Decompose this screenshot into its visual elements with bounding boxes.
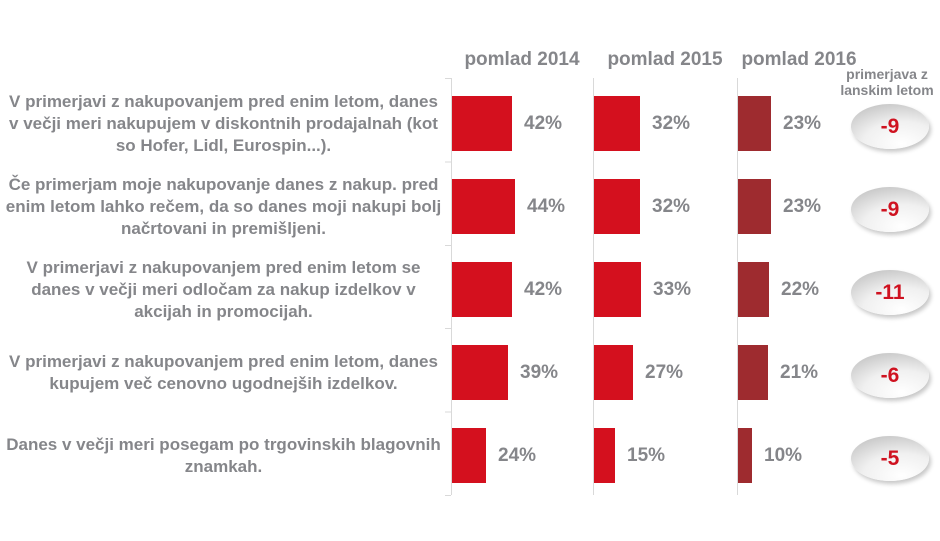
axis-line-2014 [451, 78, 452, 495]
chart-row: V primerjavi z nakupovanjem pred enim le… [0, 331, 940, 414]
bar-2014 [452, 179, 515, 234]
bar-value-label-2016: 23% [783, 196, 822, 217]
comparison-header-line1: primerjava z [846, 66, 928, 82]
bar-value-label-2014: 42% [524, 113, 563, 134]
axis-line-2016 [737, 78, 738, 495]
bar-2016 [738, 96, 771, 151]
bar-value-label-2014: 42% [524, 279, 563, 300]
change-value: -11 [875, 280, 905, 304]
bar-2015 [594, 262, 641, 317]
bar-2015 [594, 96, 640, 151]
axis-line-2015 [593, 78, 594, 495]
bar-2016 [738, 262, 769, 317]
bar-2014 [452, 96, 512, 151]
change-badge: -11 [851, 270, 929, 315]
change-badge: -5 [851, 436, 929, 481]
bar-value-label-2014: 24% [498, 445, 537, 466]
statement-text: Če primerjam moje nakupovanje danes z na… [5, 174, 442, 238]
chart-row: V primerjavi z nakupovanjem pred enim le… [0, 82, 940, 165]
column-header-pomlad-2014: pomlad 2014 [464, 49, 580, 70]
change-badge: -9 [851, 104, 929, 149]
change-badge: -9 [851, 187, 929, 232]
bar-2015 [594, 428, 615, 483]
bar-value-label-2014: 39% [520, 362, 559, 383]
change-value: -9 [880, 197, 900, 221]
bar-value-label-2016: 22% [781, 279, 820, 300]
chart-row: Danes v večji meri posegam po trgovinski… [0, 414, 940, 497]
statement-text: V primerjavi z nakupovanjem pred enim le… [9, 91, 438, 155]
change-value: -5 [880, 446, 900, 470]
bar-value-label-2015: 27% [645, 362, 684, 383]
bar-value-label-2016: 10% [764, 445, 803, 466]
bar-2015 [594, 345, 633, 400]
change-value: -6 [880, 363, 900, 387]
bar-2016 [738, 345, 768, 400]
statement-text: V primerjavi z nakupovanjem pred enim le… [26, 257, 421, 321]
bar-2014 [452, 262, 512, 317]
bar-2016 [738, 179, 771, 234]
change-value: -9 [880, 114, 900, 138]
change-badge: -6 [851, 353, 929, 398]
axis-ticks-2014 [445, 78, 451, 496]
bar-value-label-2015: 33% [653, 279, 692, 300]
bar-2014 [452, 428, 486, 483]
bar-value-label-2016: 23% [783, 113, 822, 134]
bar-value-label-2016: 21% [780, 362, 819, 383]
comparison-column-header: primerjava z lanskim letom [834, 66, 940, 98]
chart-row: Če primerjam moje nakupovanje danes z na… [0, 165, 940, 248]
bar-value-label-2015: 32% [652, 113, 691, 134]
column-header-pomlad-2015: pomlad 2015 [607, 49, 723, 70]
bar-2014 [452, 345, 508, 400]
statement-text: Danes v večji meri posegam po trgovinski… [6, 434, 441, 476]
statement-text: V primerjavi z nakupovanjem pred enim le… [9, 351, 438, 393]
bar-2015 [594, 179, 640, 234]
bar-value-label-2015: 32% [652, 196, 691, 217]
bar-value-label-2014: 44% [527, 196, 566, 217]
chart-row: V primerjavi z nakupovanjem pred enim le… [0, 248, 940, 331]
column-header-pomlad-2016: pomlad 2016 [741, 49, 857, 70]
bar-value-label-2015: 15% [627, 445, 666, 466]
comparison-header-line2: lanskim letom [840, 82, 934, 98]
bar-2016 [738, 428, 752, 483]
